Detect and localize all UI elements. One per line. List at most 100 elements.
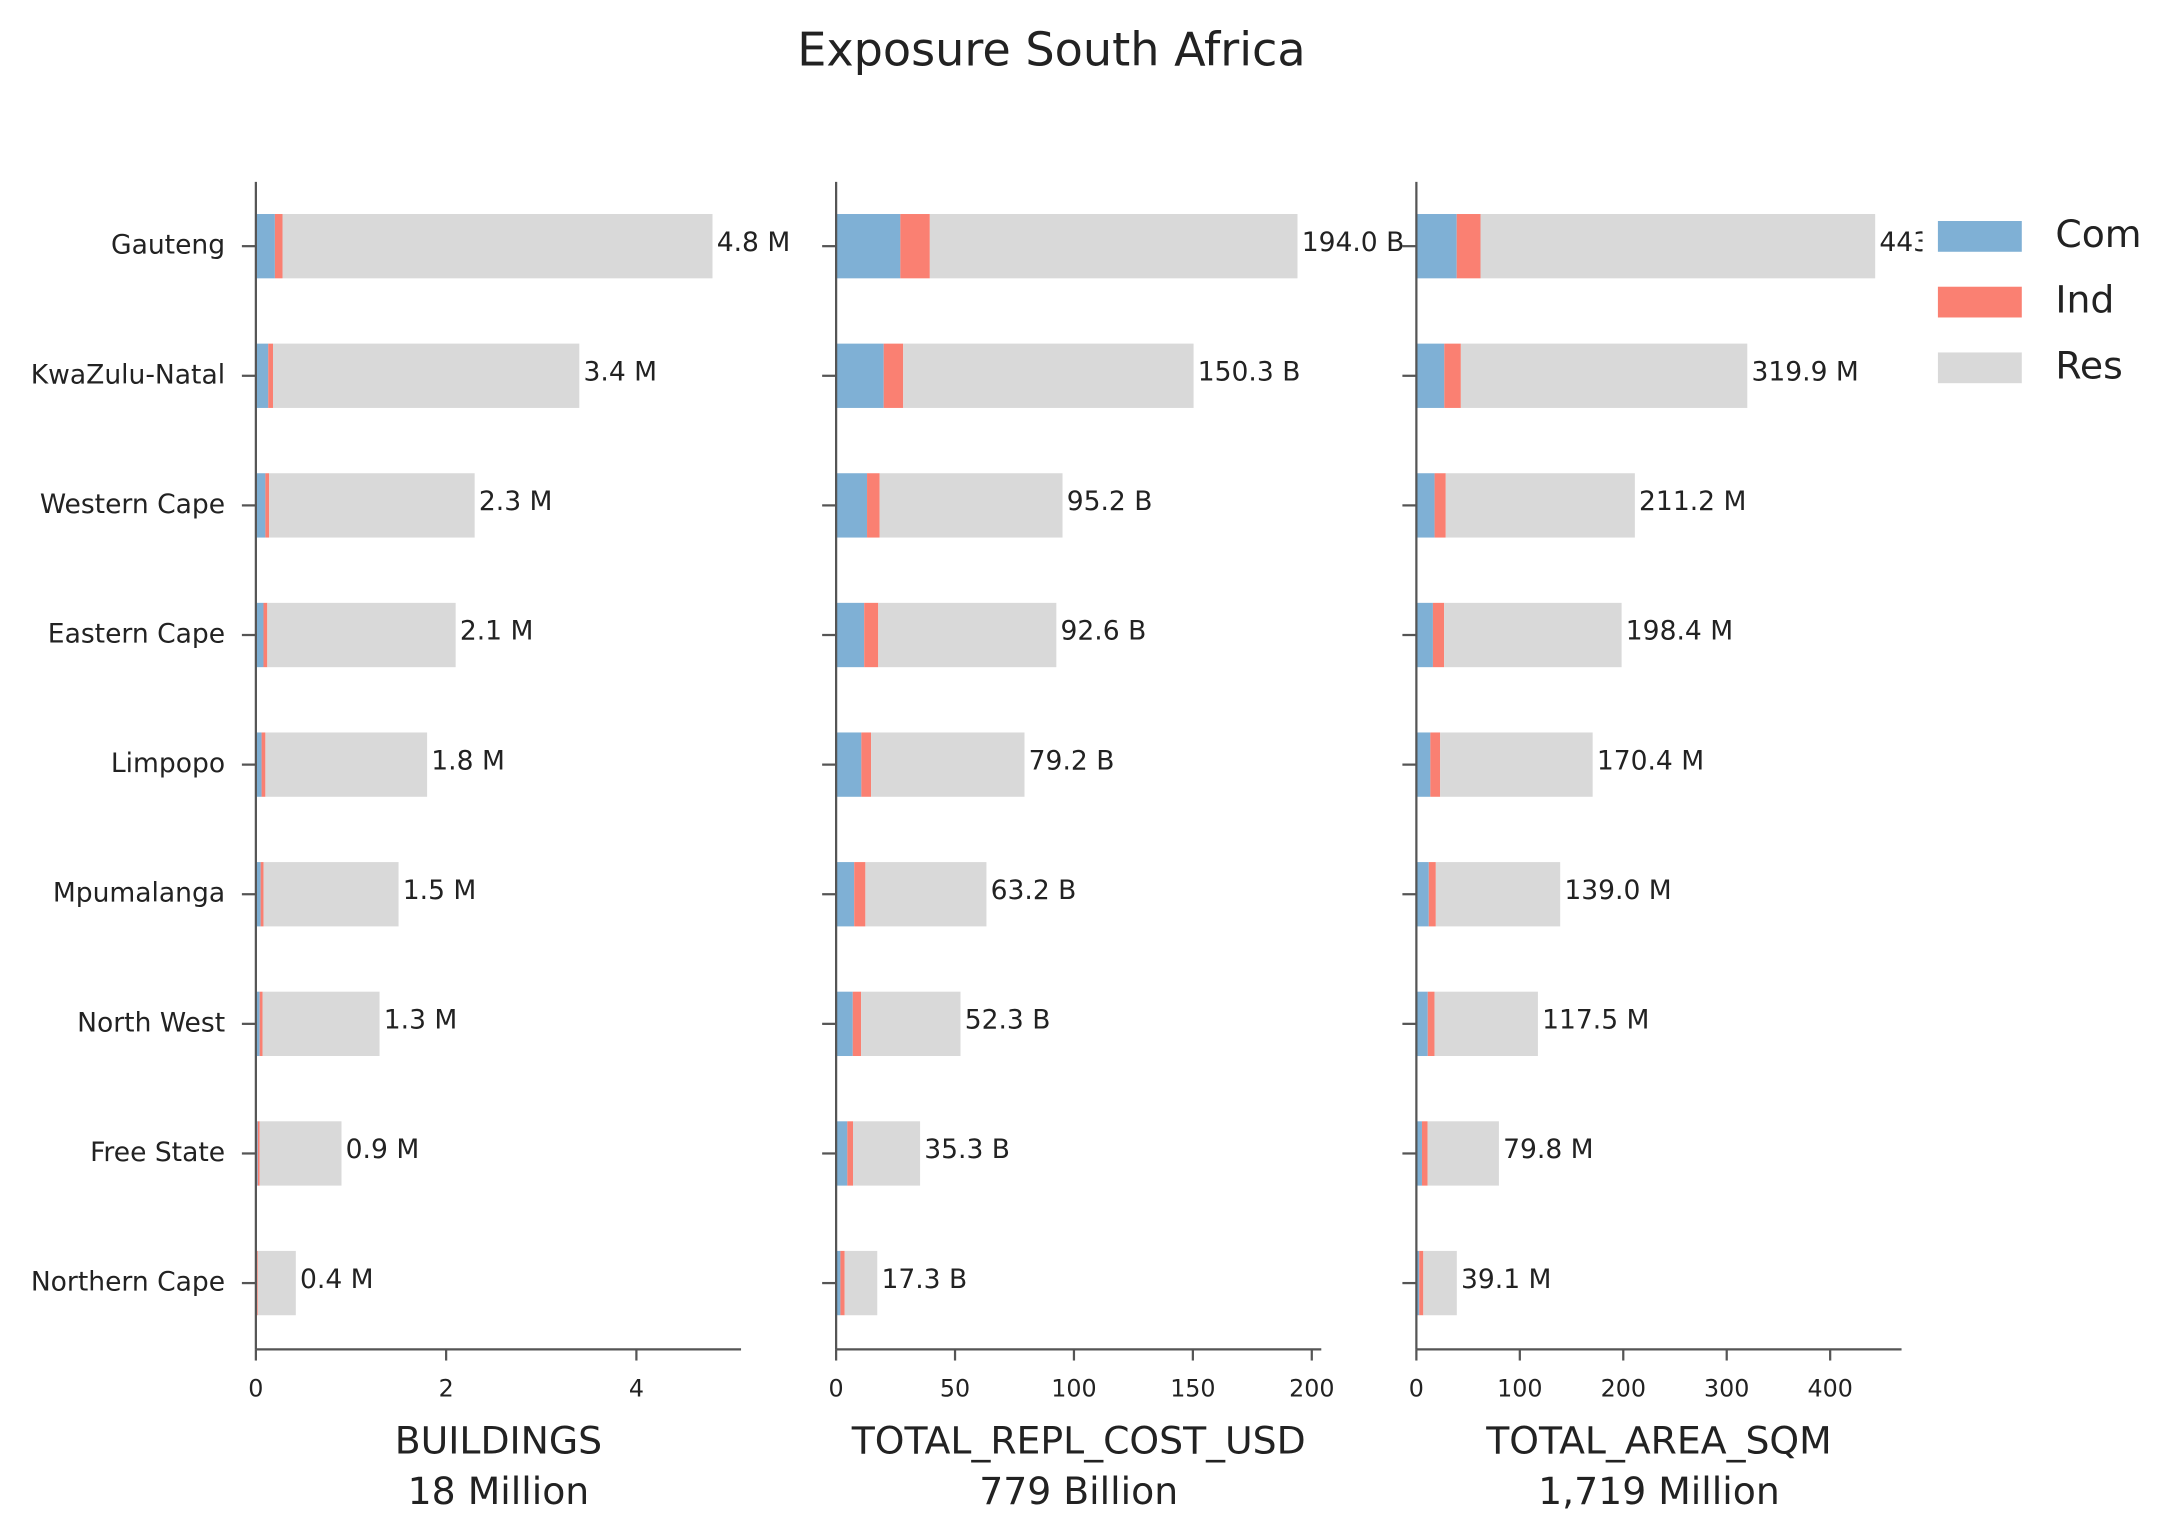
bar-segment [257, 1250, 296, 1316]
bar-segment [852, 991, 862, 1057]
total-label: 39.1 M [1461, 1264, 1551, 1295]
x-axis-note: 779 Billion [979, 1469, 1178, 1513]
y-tick-label: Western Cape [40, 489, 225, 520]
total-label: 35.3 B [924, 1134, 1010, 1165]
total-label: 1.8 M [431, 745, 505, 776]
bar-segment [267, 602, 456, 668]
y-tick-label: Eastern Cape [48, 619, 225, 650]
bar-segment [263, 602, 268, 668]
bar-segment [1432, 602, 1445, 668]
x-tick-label: 300 [1704, 1374, 1749, 1402]
y-tick-label: KwaZulu-Natal [31, 359, 225, 390]
total-label: 95.2 B [1067, 486, 1153, 517]
bar-segment [864, 602, 879, 668]
bar-segment [878, 602, 1057, 668]
total-label: 3.4 M [584, 356, 658, 387]
x-axis-note: 1,719 Million [1538, 1469, 1780, 1513]
bar-segment [1444, 602, 1622, 668]
bar-segment [840, 1250, 845, 1316]
bar-segment [847, 1121, 854, 1186]
total-label: 1.5 M [403, 875, 477, 906]
legend-swatch [1937, 352, 2022, 384]
bar-segment [255, 732, 262, 797]
bar-segment [260, 862, 264, 927]
bar-segment [268, 343, 273, 408]
bar-segment [256, 1250, 258, 1316]
x-tick-label: 100 [1051, 1374, 1096, 1402]
x-tick-label: 400 [1807, 1374, 1852, 1402]
bar-segment [903, 343, 1194, 408]
x-tick-label: 2 [439, 1374, 454, 1402]
bar-segment [1419, 1250, 1424, 1316]
bar-segment [879, 473, 1063, 538]
total-label: 170.4 M [1597, 745, 1704, 776]
bar-segment [836, 991, 853, 1057]
bar-segment [255, 473, 266, 538]
bar-segment [1416, 991, 1428, 1057]
total-label: 211.2 M [1639, 486, 1746, 517]
bar-segment [255, 991, 260, 1057]
total-label: 63.2 B [991, 875, 1077, 906]
total-label: 2.1 M [460, 616, 534, 647]
bar-segment [255, 343, 269, 408]
x-tick-label: 200 [1601, 1374, 1646, 1402]
legend-label: Ind [2055, 278, 2114, 322]
total-label: 79.8 M [1503, 1134, 1593, 1165]
bar-segment [836, 214, 901, 279]
bar-segment [1427, 991, 1435, 1057]
total-label: 198.4 M [1626, 616, 1733, 647]
bar-segment [1416, 732, 1431, 797]
bar-segment [861, 991, 961, 1057]
total-label: 17.3 B [881, 1264, 967, 1295]
total-label: 2.3 M [479, 486, 553, 517]
bar-segment [259, 991, 263, 1057]
bar-segment [274, 214, 283, 279]
bar-segment [1445, 473, 1635, 538]
bar-segment [1444, 343, 1461, 408]
y-tick-label: Free State [90, 1137, 225, 1168]
y-tick-label: North West [77, 1007, 225, 1038]
bar-segment [1440, 732, 1593, 797]
total-label: 194.0 B [1302, 227, 1405, 258]
total-label: 117.5 M [1542, 1005, 1649, 1036]
bar-segment [282, 214, 713, 279]
bar-segment [255, 214, 275, 279]
bar-segment [265, 732, 428, 797]
bar-segment [929, 214, 1298, 279]
total-label: 319.9 M [1751, 356, 1858, 387]
bar-segment [1416, 1121, 1422, 1186]
bar-segment [836, 732, 862, 797]
bar-segment [861, 732, 872, 797]
bar-segment [836, 862, 855, 927]
total-label: 150.3 B [1198, 356, 1301, 387]
bar-segment [883, 343, 904, 408]
x-tick-label: 200 [1289, 1374, 1334, 1402]
bar-segment [1434, 991, 1538, 1057]
x-tick-label: 150 [1170, 1374, 1215, 1402]
x-axis-label: TOTAL_REPL_COST_USD [851, 1419, 1306, 1463]
total-label: 0.9 M [346, 1134, 420, 1165]
total-label: 0.4 M [300, 1264, 374, 1295]
bar-segment [836, 473, 868, 538]
bar-segment [1416, 473, 1435, 538]
bar-segment [844, 1250, 878, 1316]
total-label: 52.3 B [965, 1005, 1051, 1036]
bar-segment [1423, 1250, 1457, 1316]
chart-title: Exposure South Africa [797, 23, 1305, 77]
total-label: 1.3 M [384, 1005, 458, 1036]
total-label: 92.6 B [1061, 616, 1147, 647]
bar-segment [853, 1121, 921, 1186]
bar-segment [1480, 214, 1876, 279]
legend-swatch [1937, 286, 2022, 318]
bar-segment [1416, 343, 1445, 408]
bar-segment [257, 1121, 260, 1186]
bar-segment [871, 732, 1025, 797]
bar-segment [836, 343, 884, 408]
x-axis-label: BUILDINGS [395, 1419, 602, 1463]
y-tick-label: Mpumalanga [53, 878, 225, 909]
y-tick-label: Gauteng [111, 230, 225, 261]
y-tick-label: Limpopo [111, 748, 225, 779]
bar-segment [1421, 1121, 1428, 1186]
